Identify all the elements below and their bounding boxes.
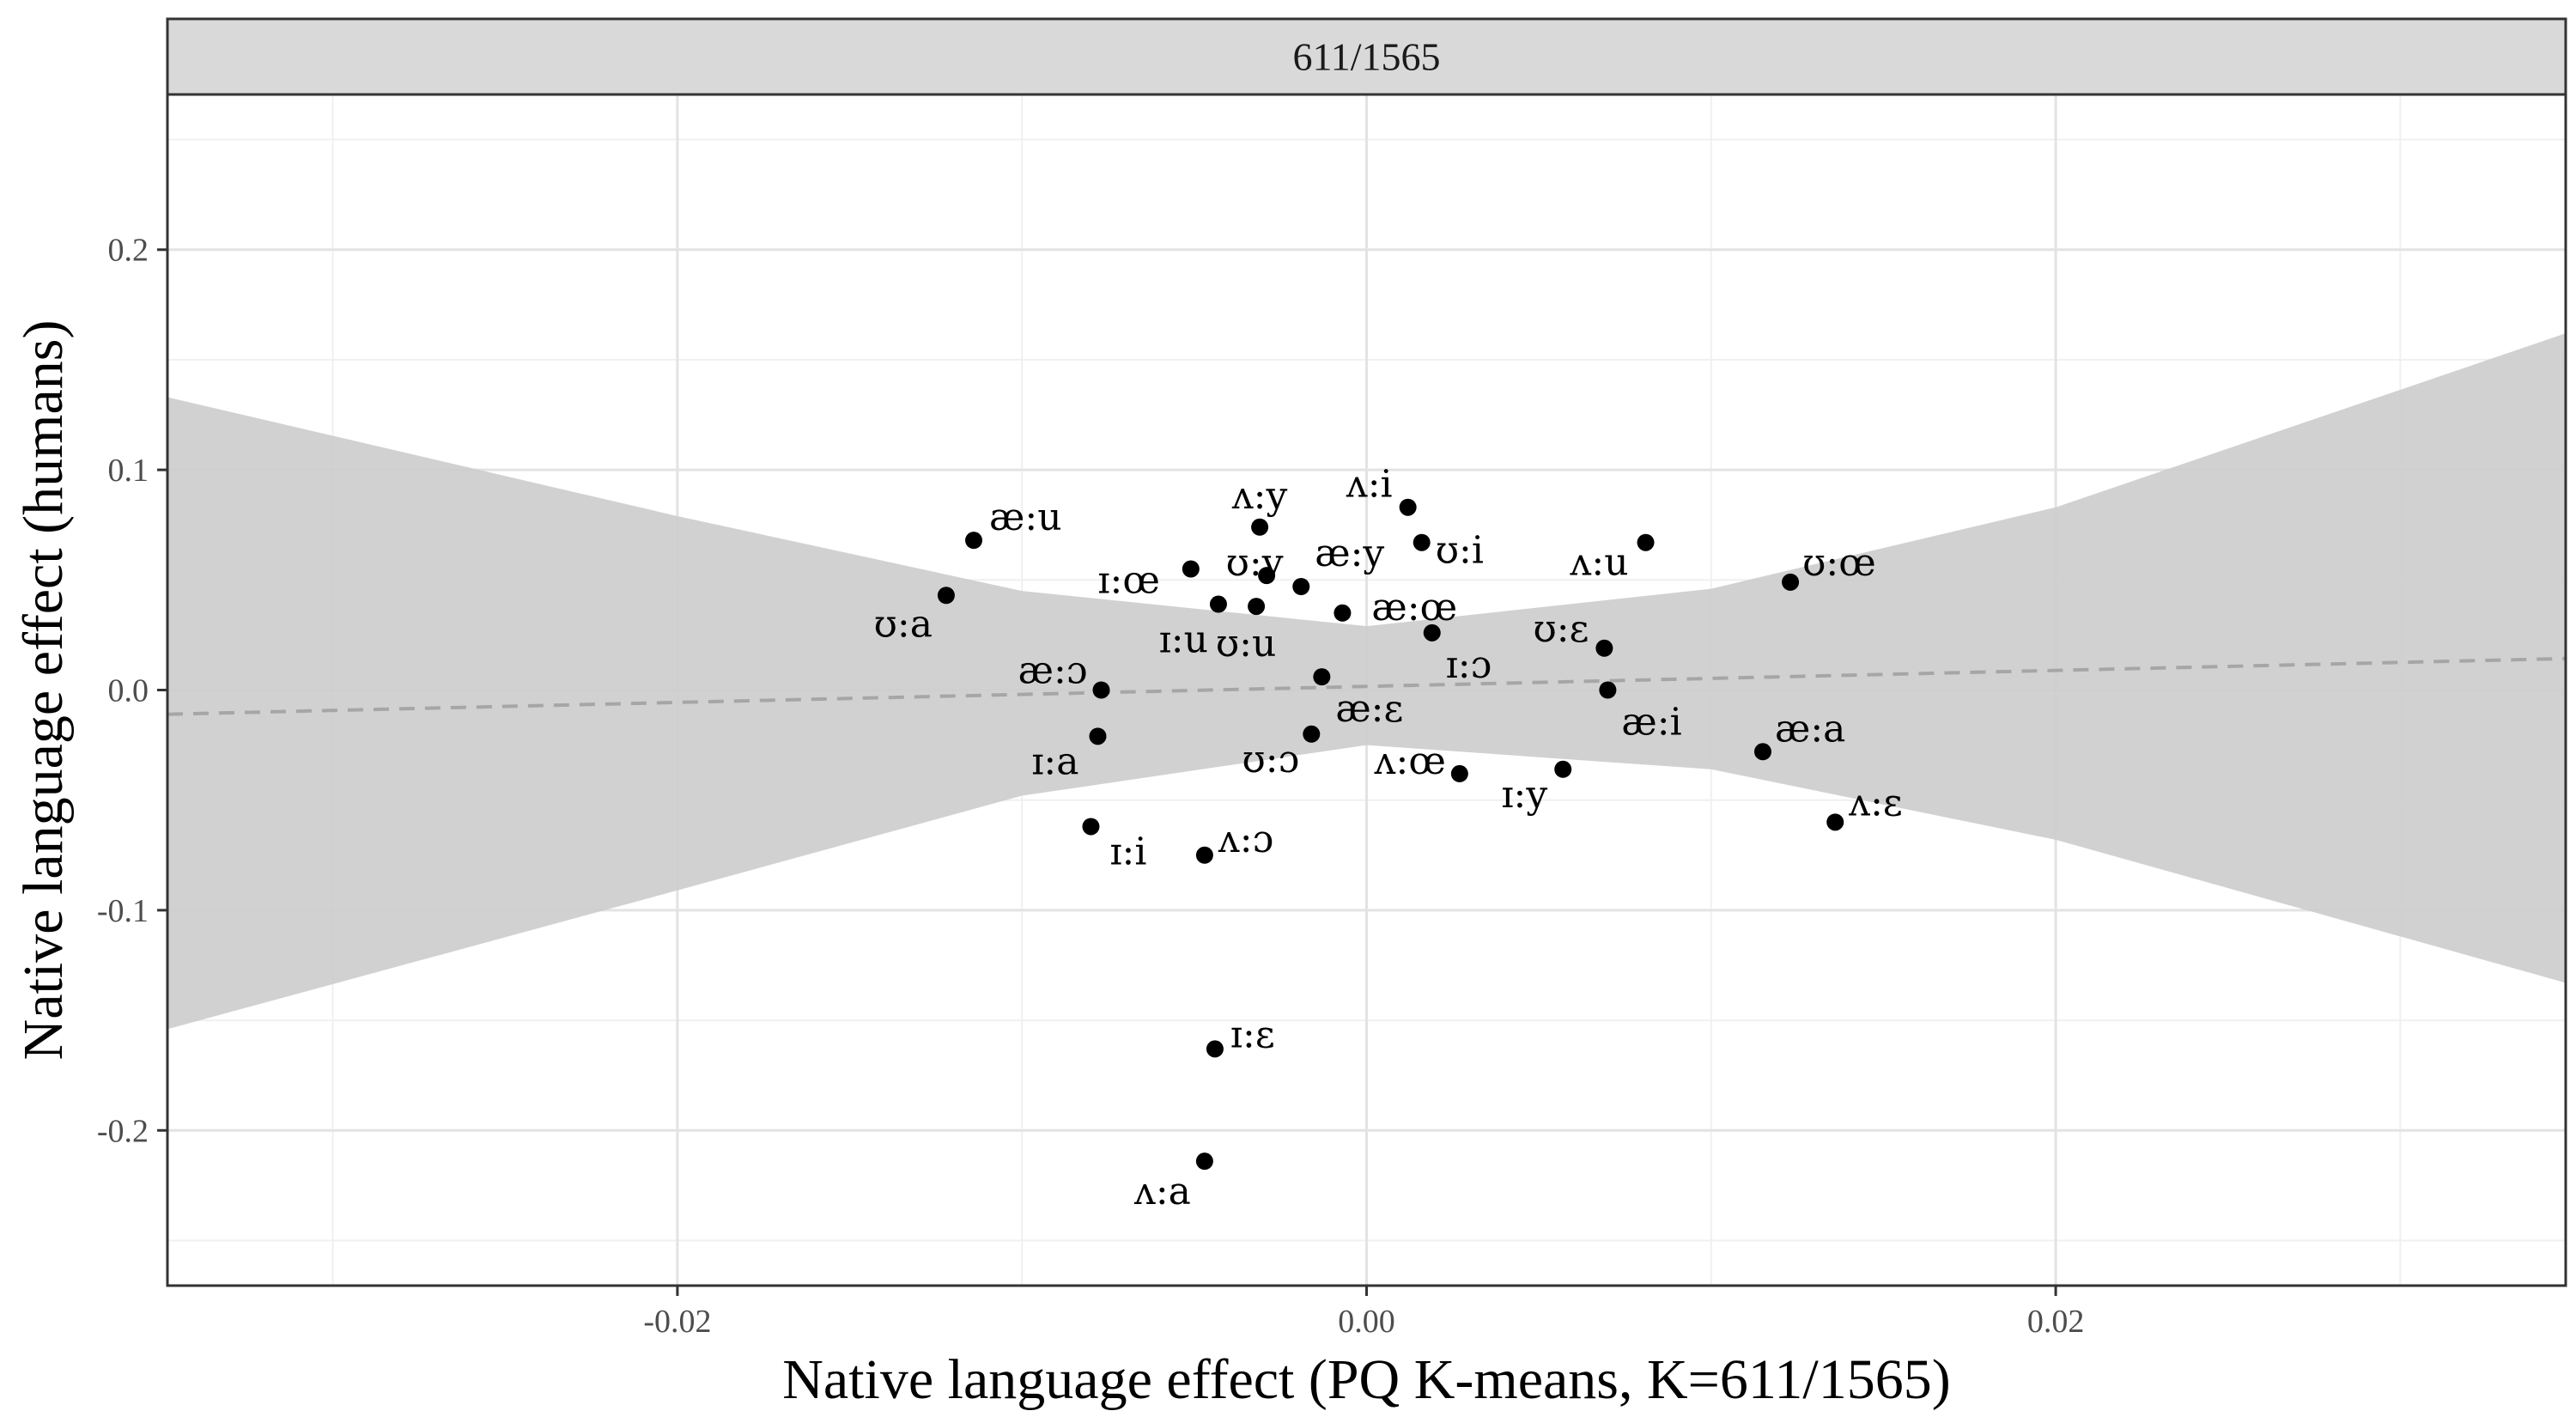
data-point	[1303, 725, 1321, 743]
data-point	[1595, 639, 1613, 657]
x-axis-title: Native language effect (PQ K-means, K=61…	[782, 1348, 1950, 1411]
point-label: ʌ:u	[1570, 541, 1629, 585]
point-label: ʊ:ɛ	[1533, 607, 1589, 651]
point-label: ʌ:a	[1133, 1170, 1191, 1213]
point-label: ʊ:i	[1436, 529, 1484, 573]
facet-strip	[166, 17, 2567, 96]
data-point	[1399, 498, 1417, 516]
point-label: ʊ:a	[874, 602, 933, 646]
point-label: æ:i	[1621, 701, 1681, 745]
point-label: ʊ:œ	[1802, 541, 1876, 585]
data-point	[1292, 578, 1310, 596]
data-point	[1423, 623, 1441, 642]
data-point	[1092, 681, 1110, 699]
data-point	[1251, 518, 1269, 536]
point-label: ʊ:y	[1226, 541, 1284, 585]
point-label: æ:œ	[1371, 586, 1457, 629]
data-point	[1413, 533, 1431, 551]
point-label: ʊ:u	[1216, 622, 1276, 666]
point-label: ʌ:ɔ	[1218, 818, 1273, 861]
point-label: æ:a	[1775, 707, 1845, 751]
data-point	[1554, 760, 1572, 778]
data-point	[1089, 727, 1107, 745]
point-label: ʊ:ɔ	[1242, 738, 1300, 781]
data-point	[1195, 846, 1213, 864]
point-label: ɪ:y	[1501, 773, 1547, 817]
x-tick-label: 0.02	[2027, 1304, 2085, 1340]
point-label: ʌ:y	[1231, 474, 1288, 518]
y-tick-label: 0.1	[108, 453, 149, 489]
point-label: ɪ:œ	[1097, 558, 1159, 602]
data-point	[1753, 743, 1771, 761]
data-point	[1334, 604, 1352, 622]
point-label: ʌ:ɛ	[1848, 781, 1902, 824]
y-tick-label: 0.2	[108, 233, 149, 269]
y-axis-title: Native language effect (humans)	[12, 320, 75, 1061]
data-point	[937, 587, 955, 605]
point-label: ɪ:ɔ	[1446, 643, 1492, 687]
point-label: æ:u	[989, 496, 1062, 539]
point-label: æ:ɔ	[1018, 649, 1088, 693]
x-axis-ticks: -0.02 0.00 0.02	[643, 1286, 2084, 1340]
data-point	[1258, 567, 1276, 585]
data-points	[937, 498, 1844, 1171]
x-tick-label: 0.00	[1338, 1304, 1395, 1340]
point-label: ɪ:i	[1109, 830, 1146, 873]
data-point	[1082, 818, 1100, 836]
point-label: ɪ:ɛ	[1230, 1013, 1275, 1056]
data-point	[1599, 681, 1617, 699]
point-label: æ:y	[1315, 532, 1384, 575]
y-axis-ticks: -0.2 -0.1 0.0 0.1 0.2	[97, 233, 167, 1149]
data-point	[965, 532, 983, 550]
confidence-band	[167, 333, 2566, 1030]
y-tick-label: -0.1	[97, 893, 149, 929]
point-label: ʌ:œ	[1374, 739, 1446, 783]
point-label: ɪ:u	[1159, 618, 1208, 662]
point-label: ɪ:a	[1031, 739, 1078, 783]
point-labels: æ:u ʊ:a ʌ:y ɪ:œ ʊ:y æ:y ʌ:i ʊ:i ɪ:u ʊ:u æ:œ ɪ:ɔ ʌ:u ʊ…	[874, 463, 1903, 1213]
data-point	[1182, 560, 1200, 578]
data-point	[1826, 813, 1844, 831]
facet-title: 611/1565	[1292, 35, 1440, 79]
data-point	[1209, 595, 1227, 613]
point-label: æ:ɛ	[1335, 687, 1403, 731]
y-tick-label: -0.2	[97, 1113, 149, 1149]
data-point	[1637, 533, 1655, 551]
regression-line	[167, 656, 2567, 716]
data-point	[1782, 573, 1800, 591]
data-point	[1248, 598, 1266, 616]
data-point	[1206, 1040, 1224, 1058]
data-point	[1195, 1152, 1213, 1171]
x-tick-label: -0.02	[643, 1304, 711, 1340]
data-point	[1450, 764, 1468, 782]
point-label: ʌ:i	[1346, 463, 1393, 507]
y-tick-label: 0.0	[108, 673, 149, 709]
data-point	[1313, 668, 1331, 686]
